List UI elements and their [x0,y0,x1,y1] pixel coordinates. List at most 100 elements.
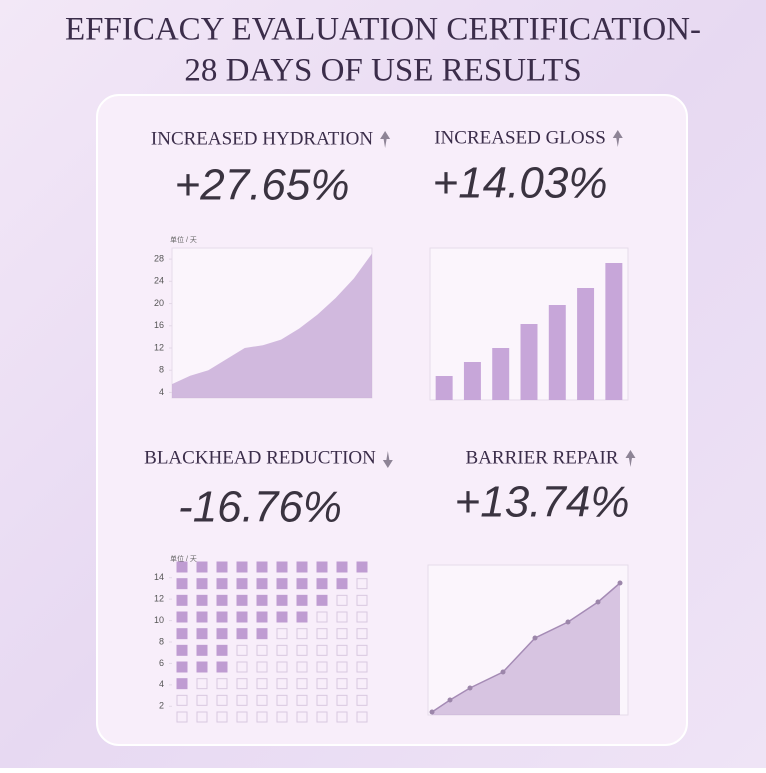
waffle-cell [256,628,268,640]
y-tick-label: 12 [154,342,164,352]
waffle-cell [216,678,228,690]
point [617,580,623,586]
waffle-cell [236,678,248,690]
waffle-cell [236,711,248,723]
waffle-cell [336,611,348,623]
bar [492,348,510,400]
trend-arrow [612,130,623,147]
waffle-cell [236,628,248,640]
bar [435,376,453,400]
waffle-cell [276,661,288,673]
waffle-cell [176,561,188,573]
waffle-cell [216,711,228,723]
bar [463,362,481,400]
waffle-cell [296,611,308,623]
waffle-cell [256,678,268,690]
waffle-cell [356,694,368,706]
waffle-cell [256,578,268,590]
waffle-cell [176,628,188,640]
waffle-cell [356,561,368,573]
waffle-cell [336,561,348,573]
waffle-cell [216,644,228,656]
waffle-cell [296,711,308,723]
y-tick-label: 10 [154,615,164,625]
y-tick-label: 6 [159,658,164,668]
waffle-column [356,561,368,723]
header-line: EFFICACY EVALUATION CERTIFICATION- [65,12,701,48]
waffle-cell [316,561,328,573]
waffle-cell [336,628,348,640]
point [565,619,571,625]
waffle-cell [196,644,208,656]
waffle-column [336,561,348,723]
waffle-cell [276,578,288,590]
waffle-cell [196,711,208,723]
waffle-column [216,561,228,723]
panel-title: INCREASED HYDRATION [151,128,373,149]
bar [605,263,623,400]
waffle-cell [296,594,308,606]
y-tick-label: 16 [154,320,164,330]
panel-value: +27.65% [175,161,350,210]
y-tick-label: 4 [159,387,164,397]
waffle-cell [296,661,308,673]
waffle-column [196,561,208,723]
waffle-cell [236,611,248,623]
waffle-column [276,561,288,723]
waffle-cell [256,611,268,623]
waffle-column [176,561,188,723]
y-unit-label: 单位 / 天 [170,554,197,563]
waffle-cell [356,611,368,623]
waffle-cell [176,711,188,723]
point [429,709,435,715]
waffle-cell [216,611,228,623]
y-tick-label: 4 [159,679,164,689]
area [432,583,620,715]
trend-arrow [625,450,636,467]
panel-value: +14.03% [433,159,608,208]
waffle-cell [276,711,288,723]
waffle-cell [336,711,348,723]
panel-value: -16.76% [178,483,342,532]
y-tick-label: 14 [154,572,164,582]
waffle-cell [216,661,228,673]
waffle-cell [296,578,308,590]
waffle-cell [216,561,228,573]
panel-value: +13.74% [455,478,630,527]
waffle-cell [276,678,288,690]
waffle-cell [196,678,208,690]
waffle-cell [356,644,368,656]
waffle-cell [356,628,368,640]
waffle-cell [276,694,288,706]
waffle-cell [256,561,268,573]
waffle-cell [236,694,248,706]
waffle-cell [256,711,268,723]
waffle-column [256,561,268,723]
waffle-cell [316,678,328,690]
header-line: 28 DAYS OF USE RESULTS [184,53,581,89]
waffle-cell [196,594,208,606]
waffle-cell [176,694,188,706]
waffle-cell [216,594,228,606]
waffle-cell [296,678,308,690]
waffle-cell [276,594,288,606]
waffle-cell [356,711,368,723]
area [172,253,372,398]
waffle-cell [176,611,188,623]
bar [520,324,538,400]
waffle-cell [316,711,328,723]
bar [548,305,566,400]
waffle-cell [176,594,188,606]
waffle-cell [336,661,348,673]
waffle-cell [356,578,368,590]
waffle-cell [316,578,328,590]
waffle-cell [296,694,308,706]
y-tick-label: 20 [154,298,164,308]
waffle-cell [296,628,308,640]
waffle-cell [256,661,268,673]
waffle-cell [176,661,188,673]
y-tick-label: 8 [159,365,164,375]
waffle-cell [276,611,288,623]
waffle-cell [196,561,208,573]
point [447,697,453,703]
